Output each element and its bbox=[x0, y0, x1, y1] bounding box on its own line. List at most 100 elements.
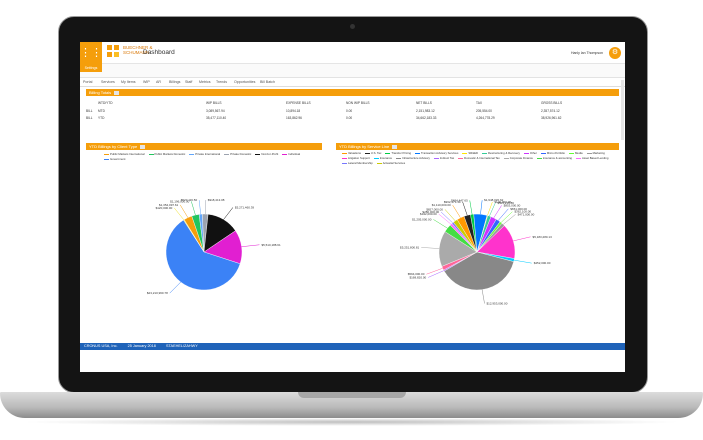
legend-label: Private International bbox=[195, 152, 221, 156]
legend-swatch bbox=[568, 152, 574, 155]
column-header: NON WIP BILLS bbox=[346, 101, 370, 105]
leader-line bbox=[462, 201, 468, 216]
leader-line bbox=[223, 207, 234, 220]
table-cell: 4,264,778.29 bbox=[476, 116, 495, 120]
nav-item[interactable]: Metrics bbox=[199, 80, 211, 84]
legend-label: Restructuring & Recovery bbox=[488, 151, 520, 155]
settings-gear-icon[interactable]: ⚙ bbox=[609, 47, 621, 59]
legend-item[interactable]: Infrastructure Advisory bbox=[396, 156, 430, 161]
table-cell: 205,554.00 bbox=[476, 109, 492, 113]
legend-item[interactable]: Valuations bbox=[342, 151, 361, 156]
legend-item[interactable]: Insurance bbox=[373, 156, 392, 161]
leader-line bbox=[480, 200, 483, 215]
legend-swatch bbox=[385, 152, 391, 155]
legend-swatch bbox=[376, 162, 382, 165]
data-label: $452,000.00 bbox=[534, 261, 551, 265]
legend-swatch bbox=[342, 152, 347, 155]
pie-slice[interactable] bbox=[165, 219, 241, 291]
column-header: WTD/YTD bbox=[98, 101, 113, 105]
nav-item[interactable]: Billings bbox=[169, 80, 181, 84]
leader-line bbox=[421, 247, 440, 249]
nav-item[interactable]: WIP bbox=[143, 80, 150, 84]
client-type-options-button[interactable] bbox=[140, 144, 146, 149]
legend-item[interactable]: U.S. Tax bbox=[364, 151, 381, 156]
nav-item[interactable]: Portal bbox=[83, 80, 93, 84]
nav-item[interactable]: Trends bbox=[216, 80, 228, 84]
table-cell: MTD bbox=[98, 109, 105, 113]
data-label: $5,510,188.61 bbox=[261, 243, 281, 247]
leader-line bbox=[514, 259, 532, 264]
nav-item[interactable]: Opportunities bbox=[234, 80, 256, 84]
nav-item[interactable]: Staff bbox=[185, 80, 193, 84]
legend-item[interactable]: Lateral Membership bbox=[342, 161, 373, 166]
legend-item[interactable]: Public Markets Domestic bbox=[148, 152, 185, 157]
legend-item[interactable]: Litigation Support bbox=[342, 156, 370, 161]
service-line-options-button[interactable] bbox=[392, 144, 398, 149]
service-line-legend: Valuations U.S. Tax Transfer Pricing Transa… bbox=[342, 151, 618, 166]
legend-swatch bbox=[462, 152, 468, 155]
nav-item[interactable]: Bill Batch bbox=[260, 80, 275, 84]
legend-label: Marketing bbox=[592, 151, 605, 155]
table-row[interactable]: BILL YTD 35,477,110.40 163,862.96 0.00 34,662… bbox=[86, 114, 619, 121]
table-cell: 34,662,183.33 bbox=[416, 116, 437, 120]
legend-item[interactable]: Transaction Advisory Services bbox=[415, 151, 458, 156]
collapse-button[interactable] bbox=[114, 90, 120, 95]
column-header: NET BILLS bbox=[416, 101, 432, 105]
leader-line bbox=[204, 200, 207, 215]
legend-label: Litigation Support bbox=[348, 156, 370, 160]
legend-item[interactable]: Private Domestic bbox=[224, 152, 251, 157]
leader-line bbox=[180, 204, 189, 218]
page-title: Dashboard bbox=[143, 49, 175, 56]
nav-item[interactable]: AR bbox=[156, 80, 161, 84]
table-cell: 163,862.96 bbox=[286, 116, 302, 120]
legend-item[interactable]: Media bbox=[568, 151, 583, 156]
data-label: $5,183,280.13 bbox=[533, 235, 553, 239]
leader-line bbox=[489, 202, 496, 217]
legend-label: Public Markets International bbox=[110, 152, 145, 156]
legend-item[interactable]: Micro-Portfolio bbox=[540, 151, 565, 156]
app-launcher-icon[interactable]: ⋮⋮ bbox=[80, 42, 102, 64]
legend-item[interactable]: Other bbox=[523, 151, 537, 156]
data-label: $651,000.00 bbox=[510, 207, 527, 211]
legend-item[interactable]: Actuarial Services bbox=[376, 161, 405, 166]
table-header-row: WTD/YTD WIP BILLS EXPENSE BILLS NON WIP BIL… bbox=[86, 99, 619, 106]
legend-item[interactable]: Public Markets International bbox=[104, 152, 145, 157]
legend-swatch bbox=[148, 153, 154, 156]
table-cell: YTD bbox=[98, 116, 105, 120]
legend-item[interactable]: Indirect Tax bbox=[433, 156, 454, 161]
legend-item[interactable]: Government bbox=[104, 157, 125, 162]
legend-swatch bbox=[364, 152, 370, 155]
scrollbar[interactable] bbox=[621, 80, 624, 140]
legend-item[interactable]: Not-For-Profit bbox=[255, 152, 278, 157]
leader-line bbox=[198, 200, 201, 215]
legend-item[interactable]: SR&ED bbox=[462, 151, 478, 156]
table-row[interactable]: BILL MTD 3,089,567.94 10,894.18 0.00 2,151,98… bbox=[86, 107, 619, 114]
table-cell: 38,926,961.62 bbox=[541, 116, 562, 120]
legend-item[interactable]: insurance & accounting bbox=[536, 156, 572, 161]
data-label: $1,196,000.00 bbox=[170, 199, 190, 203]
table-cell: 0.00 bbox=[346, 116, 353, 120]
legend-swatch bbox=[433, 157, 439, 160]
legend-item[interactable]: Restructuring & Recovery bbox=[482, 151, 520, 156]
legend-swatch bbox=[503, 157, 509, 160]
table-cell: BILL bbox=[86, 109, 93, 113]
column-header: TAX bbox=[476, 101, 482, 105]
legend-item[interactable]: Individual bbox=[282, 152, 300, 157]
legend-item[interactable]: Asset Based Lending bbox=[575, 156, 608, 161]
user-name[interactable]: Hanly lan Thompson bbox=[570, 51, 603, 55]
legend-item[interactable]: Private International bbox=[189, 152, 220, 157]
pie-slice[interactable] bbox=[453, 219, 478, 253]
nav-item[interactable]: Services bbox=[101, 80, 115, 84]
legend-item[interactable]: Domestic & International Tax bbox=[458, 156, 500, 161]
legend-swatch bbox=[523, 152, 529, 155]
table-cell: 2,357,574.12 bbox=[541, 109, 560, 113]
data-label: $484,447.65 bbox=[451, 198, 468, 202]
table-cell: 0.00 bbox=[346, 109, 353, 113]
legend-item[interactable]: Transfer Pricing bbox=[385, 151, 411, 156]
settings-button[interactable]: Settings bbox=[80, 64, 102, 72]
nav-item[interactable]: My Items bbox=[121, 80, 136, 84]
legend-item[interactable]: Marketing bbox=[586, 151, 605, 156]
legend-item[interactable]: Corporate Finance bbox=[503, 156, 533, 161]
work-date: 25 January 2018 bbox=[127, 344, 156, 348]
